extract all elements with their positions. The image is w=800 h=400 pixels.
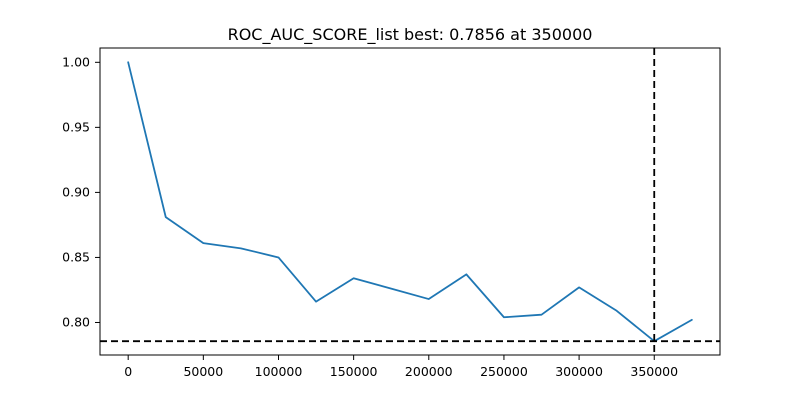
plot-layer: [100, 48, 720, 355]
y-tick-label: 0.95: [62, 119, 90, 134]
y-tick-label: 0.85: [62, 249, 90, 264]
x-tick-label: 350000: [630, 364, 678, 379]
axis-layer: 0 50000 100000 150000 200000 250000 300000 3500…: [62, 47, 721, 379]
x-tick-label: 250000: [480, 364, 528, 379]
x-tick-label: 0: [124, 364, 132, 379]
x-tick-label: 150000: [330, 364, 378, 379]
chart-title: ROC_AUC_SCORE_list best: 0.7856 at 35000…: [228, 25, 593, 45]
y-tick-label: 0.80: [62, 314, 90, 329]
x-tick-label: 300000: [555, 364, 603, 379]
x-tick-label: 50000: [183, 364, 223, 379]
y-tick-label: 0.90: [62, 184, 90, 199]
plot-frame: [99, 47, 721, 356]
y-tick-label: 1.00: [62, 54, 90, 69]
x-tick-label: 200000: [405, 364, 453, 379]
roc-auc-series-line: [127, 61, 693, 343]
x-tick-label: 100000: [255, 364, 303, 379]
